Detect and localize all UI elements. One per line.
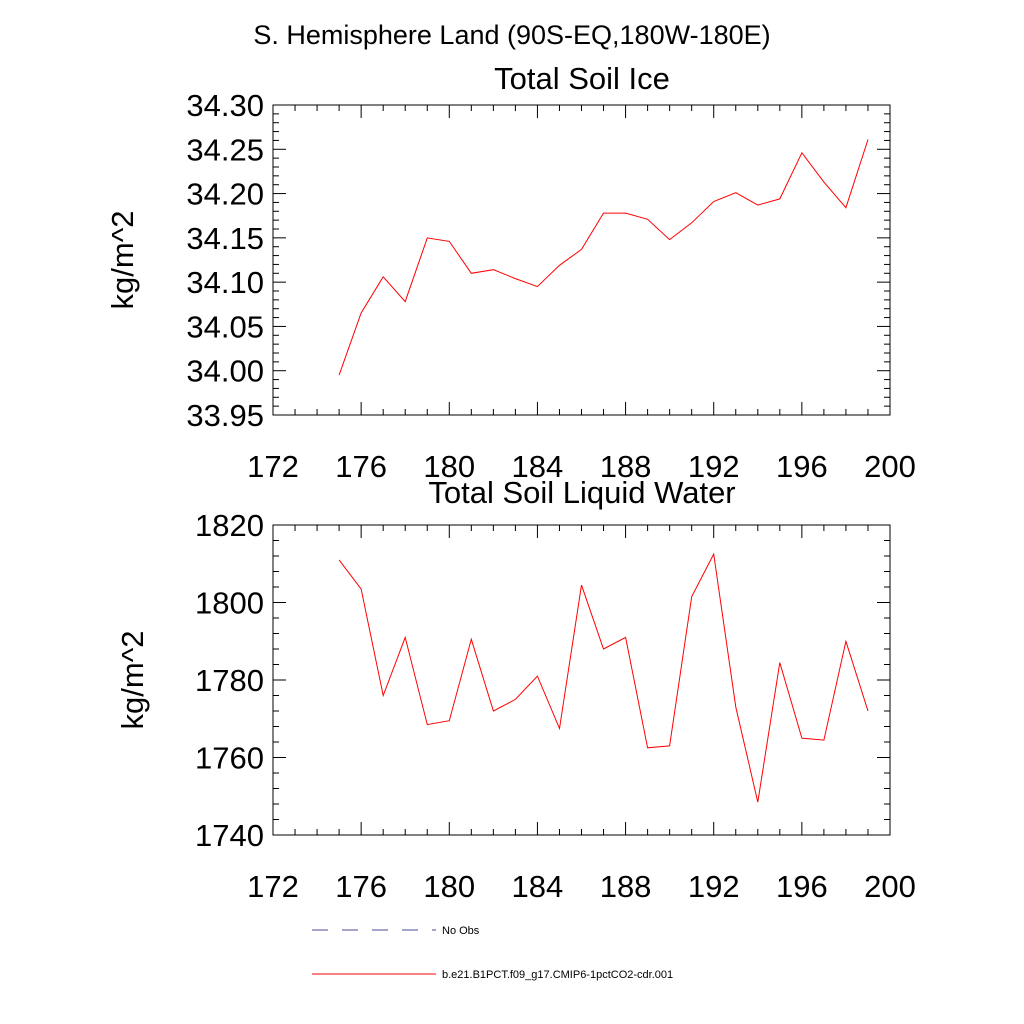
panel-total-soil-liquid-water: Total Soil Liquid Water kg/m^2 172 176 180…	[115, 475, 916, 904]
plot-title: Total Soil Liquid Water	[428, 475, 735, 510]
plot-title: Total Soil Ice	[494, 61, 670, 96]
y-tick-label: 34.30	[186, 88, 264, 123]
legend-obs-label: No Obs	[442, 925, 480, 937]
x-tick-label: 180	[423, 449, 475, 484]
series-line	[338, 139, 869, 376]
y-tick-label: 33.95	[186, 398, 264, 433]
x-tick-label: 176	[335, 449, 387, 484]
y-tick-label: 34.25	[186, 132, 264, 167]
y-tick-label: 1820	[195, 508, 264, 543]
x-tick-label: 200	[864, 869, 916, 904]
x-tick-label: 192	[688, 449, 740, 484]
x-tick-label: 180	[423, 869, 475, 904]
y-tick-label: 1800	[195, 586, 264, 621]
y-tick-label: 34.05	[186, 309, 264, 344]
legend: No Obs b.e21.B1PCT.f09_g17.CMIP6-1pctCO2…	[312, 925, 673, 981]
y-axis-label: kg/m^2	[105, 211, 140, 310]
plot-frame	[272, 524, 891, 836]
x-tick-label: 172	[247, 449, 299, 484]
y-tick-label: 34.10	[186, 265, 264, 300]
x-tick-labels: 172 176 180 184 188 192 196 200	[247, 449, 916, 484]
tick-marks	[272, 524, 891, 836]
figure-title: S. Hemisphere Land (90S-EQ,180W-180E)	[253, 20, 770, 50]
x-tick-label: 176	[335, 869, 387, 904]
legend-model-label: b.e21.B1PCT.f09_g17.CMIP6-1pctCO2-cdr.00…	[442, 969, 673, 981]
x-tick-label: 192	[688, 869, 740, 904]
y-tick-label: 1740	[195, 818, 264, 853]
y-tick-label: 1760	[195, 741, 264, 776]
y-tick-label: 34.20	[186, 177, 264, 212]
x-tick-label: 184	[512, 449, 564, 484]
tick-marks	[272, 104, 891, 416]
x-tick-label: 188	[600, 449, 652, 484]
plot-frame	[272, 104, 891, 416]
x-tick-label: 172	[247, 869, 299, 904]
y-tick-label: 1780	[195, 663, 264, 698]
y-axis-label: kg/m^2	[115, 631, 150, 730]
panel-total-soil-ice: Total Soil Ice kg/m^2 172 176 180 184 188 192…	[105, 61, 916, 484]
y-tick-labels: 34.30 34.25 34.20 34.15 34.10 34.05 34.00 33.95	[186, 88, 264, 433]
x-tick-label: 196	[776, 869, 828, 904]
x-tick-labels: 172 176 180 184 188 192 196 200	[247, 869, 916, 904]
y-tick-label: 34.00	[186, 354, 264, 389]
x-tick-label: 188	[600, 869, 652, 904]
series-line	[338, 552, 869, 803]
x-tick-label: 196	[776, 449, 828, 484]
x-tick-label: 200	[864, 449, 916, 484]
x-tick-label: 184	[512, 869, 564, 904]
y-tick-labels: 1820 1800 1780 1760 1740	[195, 508, 264, 853]
data-series	[338, 552, 869, 803]
data-series	[338, 139, 869, 376]
y-tick-label: 34.15	[186, 221, 264, 256]
